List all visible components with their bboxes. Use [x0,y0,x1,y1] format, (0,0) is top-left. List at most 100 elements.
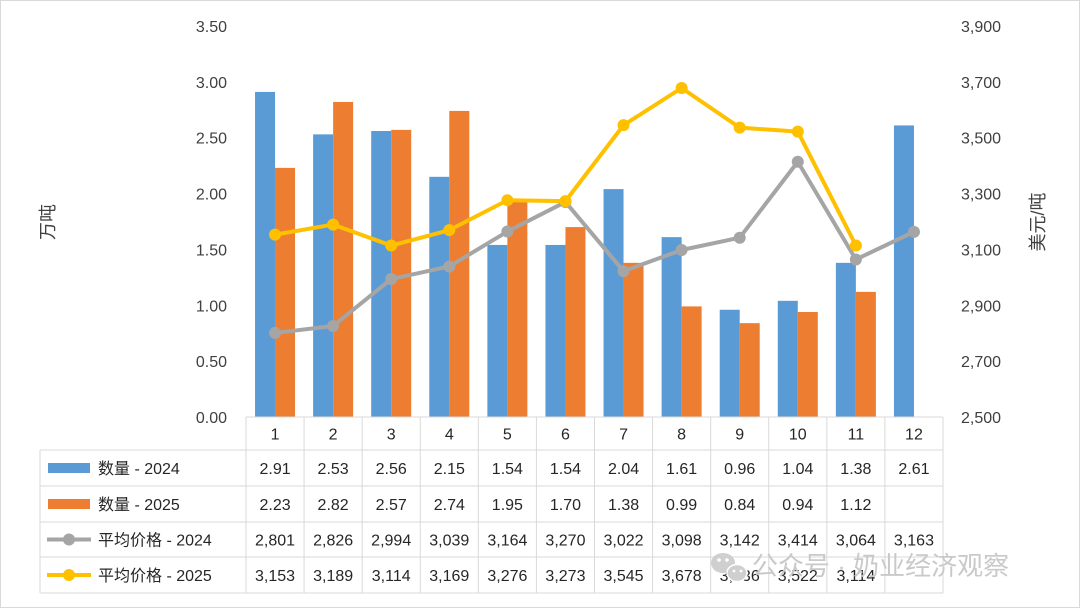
bar-2024 [835,262,856,417]
category-label: 10 [789,427,807,444]
bar-2024 [603,189,624,417]
point-price-2024 [501,225,514,238]
left-axis-title: 万吨 [38,204,58,240]
data-label: 1.54 [550,461,581,478]
data-label: 3,270 [545,533,585,550]
data-label: 2.74 [434,497,465,514]
left-tick-label: 0.00 [196,410,227,427]
point-price-2024 [675,243,688,256]
left-axis-ticks: 0.00 0.50 1.00 1.50 2.00 2.50 3.00 3.50 [196,19,227,427]
data-label: 0.84 [724,497,755,514]
legend-swatch-marker [63,533,75,546]
category-label: 8 [677,427,686,444]
data-label: 2.61 [898,461,929,478]
point-price-2024 [443,260,456,273]
watermark: 公众号 · 奶业经济观察 [711,551,1009,583]
data-label: 3,114 [836,568,875,585]
category-label: 12 [905,427,923,444]
bar-2025 [855,291,876,417]
point-price-2025 [559,195,572,208]
category-label: 6 [561,427,570,444]
data-label: 3,522 [778,568,818,585]
data-label: 0.99 [666,497,697,514]
point-price-2024 [617,265,630,278]
data-label: 3,276 [487,568,527,585]
data-label: 3,189 [313,568,353,585]
bar-2024 [719,309,740,417]
bar-2025 [739,323,760,417]
legend-label: 数量 - 2025 [98,496,180,514]
bar-2024 [487,244,508,417]
left-tick-label: 2.50 [196,131,227,148]
legend-swatch [48,463,90,473]
bar-2025 [449,110,470,417]
data-label: 0.96 [724,461,755,478]
data-label: 1.70 [550,497,581,514]
bar-2025 [391,129,412,417]
data-label: 1.95 [492,497,523,514]
wechat-icon [711,553,748,583]
data-label: 3,153 [255,568,295,585]
bar-2024 [255,91,276,417]
bar-2025 [275,167,296,417]
legend-label: 数量 - 2024 [98,460,180,478]
category-label: 3 [387,427,396,444]
point-price-2024 [733,231,746,244]
bar-2024 [893,125,914,417]
bar-2025 [797,311,818,417]
data-label: 2,826 [313,533,353,550]
point-price-2024 [907,225,920,238]
data-label: 2.57 [376,497,407,514]
data-label: 2,994 [371,533,411,550]
bar-2025 [681,306,702,417]
data-label: 3,678 [662,568,702,585]
bar-2025 [623,262,644,417]
bar-2024 [661,237,682,417]
bar-2025 [565,227,586,417]
right-tick-label: 2,700 [961,354,1001,371]
data-label: 2.56 [376,461,407,478]
data-label: 3,064 [836,533,876,550]
left-tick-label: 0.50 [196,354,227,371]
bar-2025 [507,199,528,417]
point-price-2025 [675,82,688,95]
data-label: 3,273 [545,568,585,585]
right-axis-title: 美元/吨 [1028,192,1048,251]
data-label: 0.94 [782,497,813,514]
data-label: 2,801 [255,533,295,550]
point-price-2025 [733,121,746,134]
data-label: 3,114 [372,568,411,585]
point-price-2025 [501,194,514,207]
data-label: 3,142 [720,533,760,550]
data-label: 3,169 [429,568,469,585]
data-label: 2.53 [318,461,349,478]
lines-layer [269,82,920,339]
data-label: 2.04 [608,461,639,478]
point-price-2025 [791,125,804,138]
point-price-2025 [269,228,282,241]
right-tick-label: 2,900 [961,298,1001,315]
bar-2025 [333,101,354,418]
point-price-2025 [617,119,630,132]
point-price-2024 [269,326,282,339]
data-label: 1.38 [608,497,639,514]
bars-layer [255,91,914,418]
point-price-2024 [791,155,804,168]
category-label: 4 [445,427,454,444]
right-tick-label: 3,500 [961,131,1001,148]
point-price-2024 [327,319,340,332]
right-tick-label: 3,900 [961,19,1001,36]
bar-2024 [777,300,798,417]
category-label: 9 [735,427,744,444]
category-label: 11 [848,427,865,444]
data-label: 3,022 [604,533,644,550]
left-tick-label: 2.00 [196,187,227,204]
category-label: 7 [619,427,628,444]
right-tick-label: 2,500 [961,410,1001,427]
right-tick-label: 3,700 [961,75,1001,92]
right-axis-ticks: 2,500 2,700 2,900 3,100 3,300 3,500 3,700 3,900 [961,19,1001,427]
category-label: 5 [503,427,512,444]
bar-2024 [313,134,334,417]
